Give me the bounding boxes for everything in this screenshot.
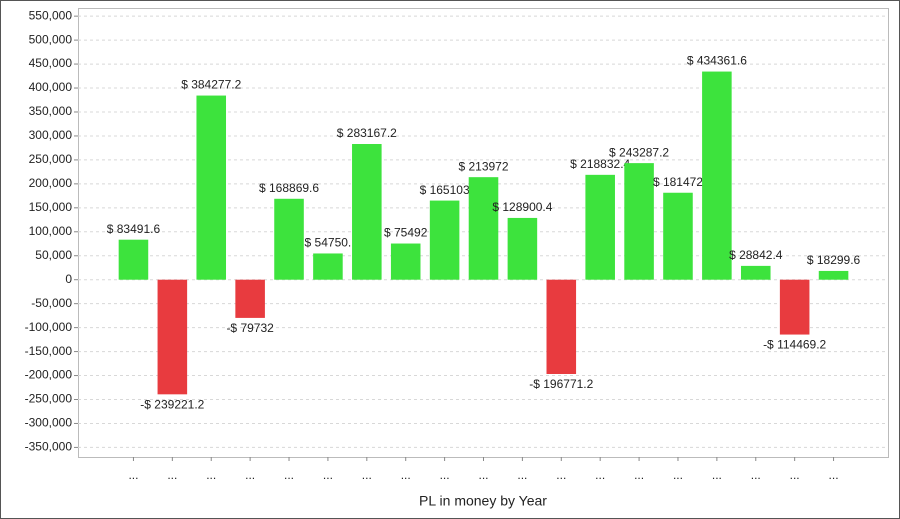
x-tick-label: ...	[556, 468, 566, 482]
y-tick-label: 450,000	[29, 56, 73, 70]
value-label: $ 213972	[458, 159, 508, 173]
bar	[468, 177, 499, 280]
y-tick-label: -300,000	[25, 416, 73, 430]
y-tick-label: -150,000	[25, 344, 73, 358]
value-label: $ 75492	[384, 226, 428, 240]
value-label: -$ 196771.2	[529, 377, 593, 391]
x-tick-label: ...	[634, 468, 644, 482]
value-label: $ 384277.2	[181, 78, 241, 92]
bar	[274, 198, 304, 280]
x-tick-label: ...	[206, 468, 216, 482]
bar	[779, 279, 810, 335]
y-tick-label: 400,000	[29, 80, 73, 94]
y-tick-label: 0	[65, 272, 72, 286]
y-tick-label: -350,000	[25, 440, 73, 454]
y-tick-label: 200,000	[29, 176, 73, 190]
y-tick-label: 50,000	[35, 248, 72, 262]
value-label: $ 28842.4	[729, 248, 783, 262]
y-tick-label: 300,000	[29, 128, 73, 142]
x-tick-label: ...	[712, 468, 722, 482]
value-label: -$ 114469.2	[763, 338, 826, 352]
bar	[157, 279, 188, 395]
bar	[585, 174, 615, 280]
y-tick-label: 550,000	[29, 8, 73, 22]
y-tick-label: 150,000	[29, 200, 73, 214]
value-label: $ 18299.6	[807, 253, 861, 267]
value-label: $ 218832.4	[570, 157, 630, 171]
value-label: $ 128900.4	[492, 200, 552, 214]
x-tick-label: ...	[167, 468, 177, 482]
y-tick-label: 500,000	[29, 32, 73, 46]
value-label: $ 168869.6	[259, 181, 319, 195]
value-label: $ 83491.6	[107, 222, 161, 236]
bar	[196, 95, 227, 280]
x-tick-label: ...	[751, 468, 761, 482]
value-label: $ 434361.6	[687, 54, 747, 68]
x-tick-label: ...	[323, 468, 333, 482]
value-label: $ 181472	[653, 175, 703, 189]
bar	[507, 217, 538, 280]
x-axis-title: PL in money by Year	[419, 493, 547, 509]
y-tick-label: -50,000	[31, 296, 72, 310]
x-tick-label: ...	[362, 468, 372, 482]
value-label: $ 243287.2	[609, 145, 669, 159]
x-tick-label: ...	[284, 468, 294, 482]
bar	[702, 71, 732, 280]
bar	[546, 279, 577, 374]
x-tick-label: ...	[401, 468, 411, 482]
y-tick-label: -100,000	[25, 320, 73, 334]
value-label: -$ 239221.2	[140, 398, 204, 412]
bar	[390, 243, 421, 280]
bar	[235, 279, 265, 318]
x-tick-label: ...	[790, 468, 800, 482]
value-label: $ 54750.	[305, 236, 352, 250]
x-tick-label: ...	[673, 468, 683, 482]
x-tick-label: ...	[517, 468, 527, 482]
bar	[663, 192, 693, 280]
y-tick-label: -200,000	[25, 368, 73, 382]
bar	[818, 270, 849, 280]
x-tick-label: ...	[128, 468, 138, 482]
x-tick-label: ...	[478, 468, 488, 482]
value-label: $ 165103	[420, 183, 470, 197]
bar	[429, 200, 460, 280]
bar	[740, 265, 771, 280]
y-tick-label: 100,000	[29, 224, 73, 238]
value-label: $ 283167.2	[337, 126, 397, 140]
y-tick-label: 250,000	[29, 152, 73, 166]
x-tick-label: ...	[829, 468, 839, 482]
bar	[352, 144, 382, 280]
x-tick-label: ...	[245, 468, 255, 482]
y-tick-label: 350,000	[29, 104, 73, 118]
x-tick-label: ...	[595, 468, 605, 482]
value-label: -$ 79732	[226, 321, 274, 335]
x-tick-label: ...	[440, 468, 450, 482]
bar	[313, 253, 343, 280]
bar	[118, 239, 149, 280]
y-tick-label: -250,000	[25, 392, 73, 406]
bar	[624, 163, 654, 280]
